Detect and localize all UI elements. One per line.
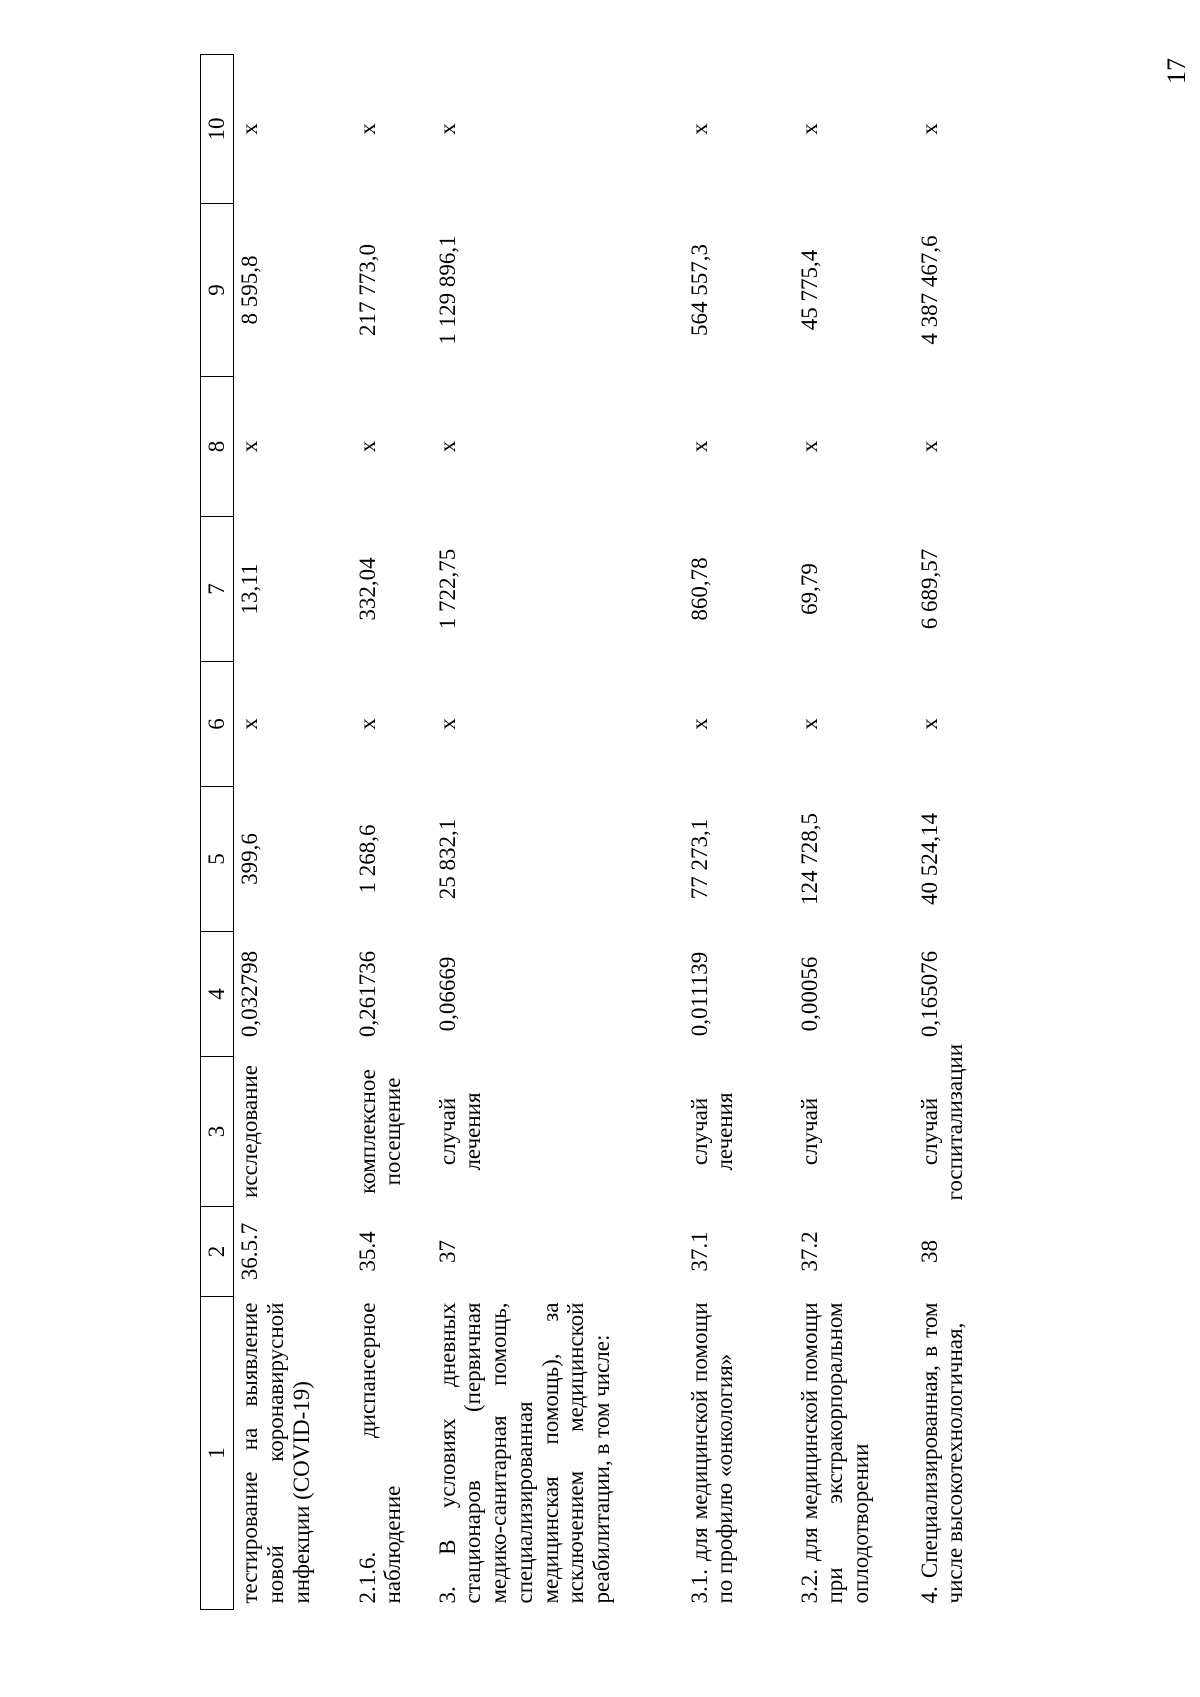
cell-col8: x (434, 440, 460, 453)
cell-col5: 1 268,6 (354, 824, 380, 894)
row-unit: случай лечения (686, 1092, 738, 1171)
cell-col10: x (354, 123, 380, 135)
cell-col9: 1 129 896,1 (434, 235, 460, 345)
row-name: 2.1.6. диспансерное наблюдение (354, 1302, 406, 1604)
column-header: 3 (200, 1056, 234, 1207)
row-name: 4. Специализированная, в том числе высок… (916, 1302, 968, 1604)
table-row: тестирование на выявление новой коронави… (234, 55, 352, 1610)
table-row: 2.1.6. диспансерное наблюдение 35.4 комп… (352, 55, 432, 1610)
cell-col7: 69,79 (796, 563, 822, 615)
row-unit: случай лечения (434, 1092, 486, 1171)
row-unit: комплексное посещение (354, 1069, 406, 1194)
row-unit: случай госпитализации (916, 1043, 968, 1201)
table-row: 3.2. для медицинской помощи при экстрако… (794, 55, 914, 1610)
rotated-table-container: 1 2 3 4 5 6 7 8 9 10 тестирование на выя… (200, 54, 1065, 1610)
cell-col10: x (686, 123, 712, 135)
row-name: 3.1. для медицинской помощи по профилю «… (686, 1302, 738, 1604)
column-header: 2 (200, 1206, 234, 1297)
column-header: 8 (200, 376, 234, 517)
row-code: 38 (916, 1240, 942, 1263)
cell-col5: 77 273,1 (686, 818, 712, 900)
cell-col6: x (237, 718, 262, 730)
cell-col7: 860,78 (686, 557, 712, 621)
cell-col8: x (796, 440, 822, 453)
cell-col5: 25 832,1 (434, 818, 460, 900)
cell-col9: 45 775,4 (796, 249, 822, 331)
table-row: 3. В условиях дневных стационаров (перви… (432, 55, 684, 1610)
cell-col6: x (796, 718, 822, 730)
table-row: 3.1. для медицинской помощи по профилю «… (684, 55, 794, 1610)
cell-col7: 6 689,57 (916, 548, 942, 630)
column-number-row: 1 2 3 4 5 6 7 8 9 10 (200, 54, 234, 1610)
cell-col6: x (916, 718, 942, 730)
cell-col8: x (686, 440, 712, 453)
cell-col4: 0,06669 (434, 956, 460, 1032)
cell-col4: 0,011139 (686, 951, 712, 1037)
cell-col10: x (916, 123, 942, 135)
column-header: 1 (200, 1296, 234, 1610)
row-name: тестирование на выявление новой коронави… (237, 1302, 314, 1604)
cell-col5: 399,6 (237, 833, 262, 885)
cell-col9: 4 387 467,6 (916, 235, 942, 345)
cell-col4: 0,165076 (916, 950, 942, 1038)
cell-col6: x (686, 718, 712, 730)
row-code: 37.2 (796, 1231, 822, 1272)
cell-col8: x (237, 440, 262, 453)
table-row: 4. Специализированная, в том числе высок… (914, 55, 1024, 1610)
cell-col8: x (354, 440, 380, 453)
page-number: 17 (1162, 58, 1191, 84)
row-unit: случай (796, 1097, 822, 1166)
row-name: 3.2. для медицинской помощи при экстрако… (796, 1302, 874, 1604)
row-unit: исследование (237, 1065, 262, 1198)
cell-col5: 40 524,14 (916, 813, 942, 905)
row-code: 37.1 (686, 1231, 712, 1272)
cell-col7: 13,11 (237, 563, 262, 615)
column-header: 4 (200, 931, 234, 1057)
cell-col9: 8 595,8 (237, 255, 262, 325)
cell-col4: 0,032798 (237, 950, 262, 1038)
cell-col9: 564 557,3 (686, 244, 712, 336)
column-header: 10 (200, 54, 234, 204)
row-code: 36.5.7 (237, 1222, 262, 1281)
row-code: 37 (434, 1240, 460, 1263)
row-name: 3. В условиях дневных стационаров (перви… (434, 1302, 615, 1604)
cell-col5: 124 728,5 (796, 813, 822, 905)
cell-col9: 217 773,0 (354, 244, 380, 336)
cell-col4: 0,261736 (354, 950, 380, 1038)
cell-col4: 0,00056 (796, 956, 822, 1032)
cell-col6: x (434, 718, 460, 730)
cell-col7: 332,04 (354, 557, 380, 621)
column-header: 9 (200, 203, 234, 377)
row-code: 35.4 (354, 1231, 380, 1272)
column-header: 7 (200, 516, 234, 662)
cell-col6: x (354, 718, 380, 730)
cell-col7: 1 722,75 (434, 548, 460, 630)
cell-col10: x (237, 123, 262, 135)
data-table: 1 2 3 4 5 6 7 8 9 10 тестирование на выя… (200, 54, 1024, 1610)
cell-col8: x (916, 440, 942, 453)
column-header: 5 (200, 786, 234, 932)
cell-col10: x (796, 123, 822, 135)
column-header: 6 (200, 661, 234, 787)
cell-col10: x (434, 123, 460, 135)
